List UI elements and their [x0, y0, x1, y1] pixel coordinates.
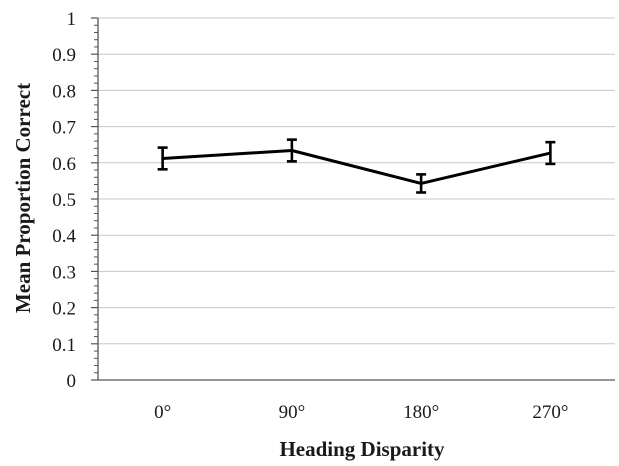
x-tick-label: 270°	[532, 402, 568, 423]
y-tick-label: 1	[67, 9, 77, 30]
y-tick-label: 0.9	[52, 45, 76, 66]
y-tick-label: 0.2	[52, 299, 76, 320]
y-tick-label: 0.4	[52, 226, 76, 247]
y-tick-label: 0	[67, 371, 77, 392]
y-tick-label: 0.1	[52, 335, 76, 356]
x-tick-labels: 0° 90° 180° 270°	[154, 402, 568, 423]
y-axis-title: Mean Proportion Correct	[11, 83, 35, 313]
y-tick-label: 0.5	[52, 190, 76, 211]
x-tick-label: 90°	[279, 402, 306, 423]
grid-lines	[98, 18, 615, 344]
series-layer	[158, 140, 556, 193]
x-tick-label: 0°	[154, 402, 171, 423]
series-line	[163, 150, 551, 183]
y-tick-labels: 0 0.1 0.2 0.3 0.4 0.5 0.6 0.7 0.8 0.9 1	[52, 9, 76, 392]
y-tick-label: 0.8	[52, 81, 76, 102]
y-tick-label: 0.6	[52, 154, 76, 175]
x-tick-label: 180°	[403, 402, 439, 423]
x-axis-title: Heading Disparity	[279, 437, 445, 461]
y-tick-label: 0.3	[52, 262, 76, 283]
y-tick-label: 0.7	[52, 118, 76, 139]
